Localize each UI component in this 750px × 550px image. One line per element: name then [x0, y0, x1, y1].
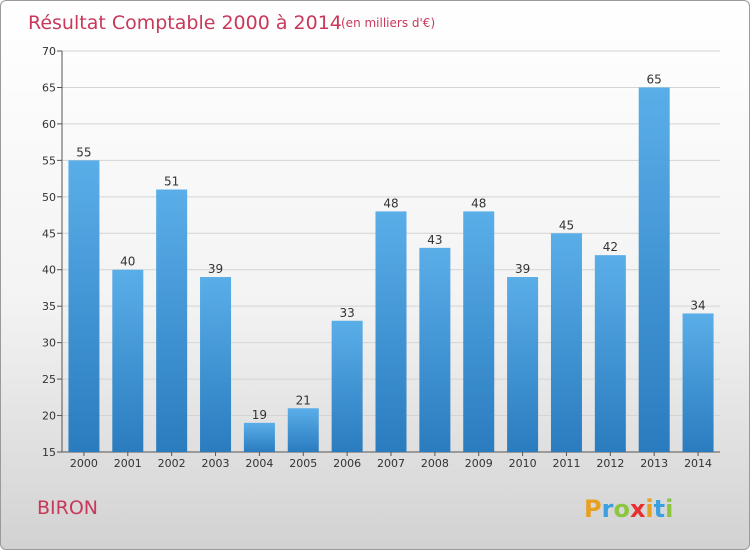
bar-value-label: 34: [690, 298, 705, 312]
bar-value-label: 45: [559, 218, 574, 232]
bar-2014: [682, 313, 714, 452]
bar-value-label: 65: [647, 72, 662, 86]
bar-value-label: 48: [383, 196, 398, 210]
y-tick-label: 20: [42, 410, 56, 423]
logo-letter: r: [602, 495, 614, 523]
chart-subtitle: (en milliers d'€): [341, 16, 435, 30]
x-tick-label: 2008: [421, 457, 449, 470]
bar-2008: [419, 247, 451, 452]
y-tick-label: 35: [42, 300, 56, 313]
x-tick-label: 2012: [596, 457, 624, 470]
bar-value-label: 39: [515, 262, 530, 276]
y-tick-label: 65: [42, 81, 56, 94]
x-tick-label: 2002: [158, 457, 186, 470]
bar-2010: [507, 277, 539, 452]
bar-2013: [638, 87, 670, 453]
bar-2006: [331, 320, 363, 452]
bar-2000: [68, 160, 100, 452]
logo-letter: P: [584, 495, 602, 523]
bar-2005: [287, 408, 319, 452]
x-tick-label: 2000: [70, 457, 98, 470]
y-tick-label: 30: [42, 337, 56, 350]
x-tick-label: 2004: [245, 457, 273, 470]
y-tick-label: 55: [42, 154, 56, 167]
bar-value-label: 55: [76, 145, 91, 159]
x-tick-label: 2010: [509, 457, 537, 470]
x-axis: 2000 2001 2002 2003 2004 2005 2006 2007 2008 2009…: [70, 452, 712, 470]
x-tick-label: 2014: [684, 457, 712, 470]
bar-value-label: 19: [252, 408, 267, 422]
x-tick-label: 2011: [552, 457, 580, 470]
logo-letter: o: [613, 495, 630, 523]
chart-title: Résultat Comptable 2000 à 2014: [28, 12, 342, 34]
logo-letter: x: [630, 495, 646, 523]
bar-value-label: 33: [339, 306, 354, 320]
bar-2009: [463, 211, 495, 452]
bar-value-label: 21: [296, 393, 311, 407]
y-tick-label: 70: [42, 45, 56, 58]
bar-2004: [243, 422, 275, 452]
x-tick-label: 2007: [377, 457, 405, 470]
logo-letter: t: [654, 495, 665, 523]
y-tick-label: 60: [42, 118, 56, 131]
bar-value-label: 51: [164, 175, 179, 189]
y-tick-label: 50: [42, 191, 56, 204]
logo-letter: i: [645, 495, 653, 523]
x-tick-label: 2005: [289, 457, 317, 470]
place-name: BIRON: [37, 497, 98, 519]
logo-letter: i: [665, 495, 673, 523]
bar-2011: [550, 233, 582, 452]
bar-value-label: 42: [603, 240, 618, 254]
bar-2002: [156, 189, 188, 452]
y-tick-label: 25: [42, 373, 56, 386]
y-tick-label: 45: [42, 227, 56, 240]
bars: 55 40 51 39 19 21 33 48 43 48 39 45 42 65 34: [68, 72, 714, 453]
x-tick-label: 2006: [333, 457, 361, 470]
x-tick-label: 2001: [114, 457, 142, 470]
bar-2012: [594, 255, 626, 452]
x-tick-label: 2003: [202, 457, 230, 470]
x-tick-label: 2013: [640, 457, 668, 470]
bar-value-label: 43: [427, 233, 442, 247]
y-tick-label: 15: [42, 446, 56, 459]
bar-value-label: 39: [208, 262, 223, 276]
y-tick-label: 40: [42, 264, 56, 277]
proxiti-logo: Proxiti: [584, 495, 673, 523]
bar-2003: [200, 277, 232, 452]
x-tick-label: 2009: [465, 457, 493, 470]
bar-2001: [112, 269, 144, 452]
bar-value-label: 48: [471, 196, 486, 210]
bar-2007: [375, 211, 407, 452]
bar-value-label: 40: [120, 255, 135, 269]
